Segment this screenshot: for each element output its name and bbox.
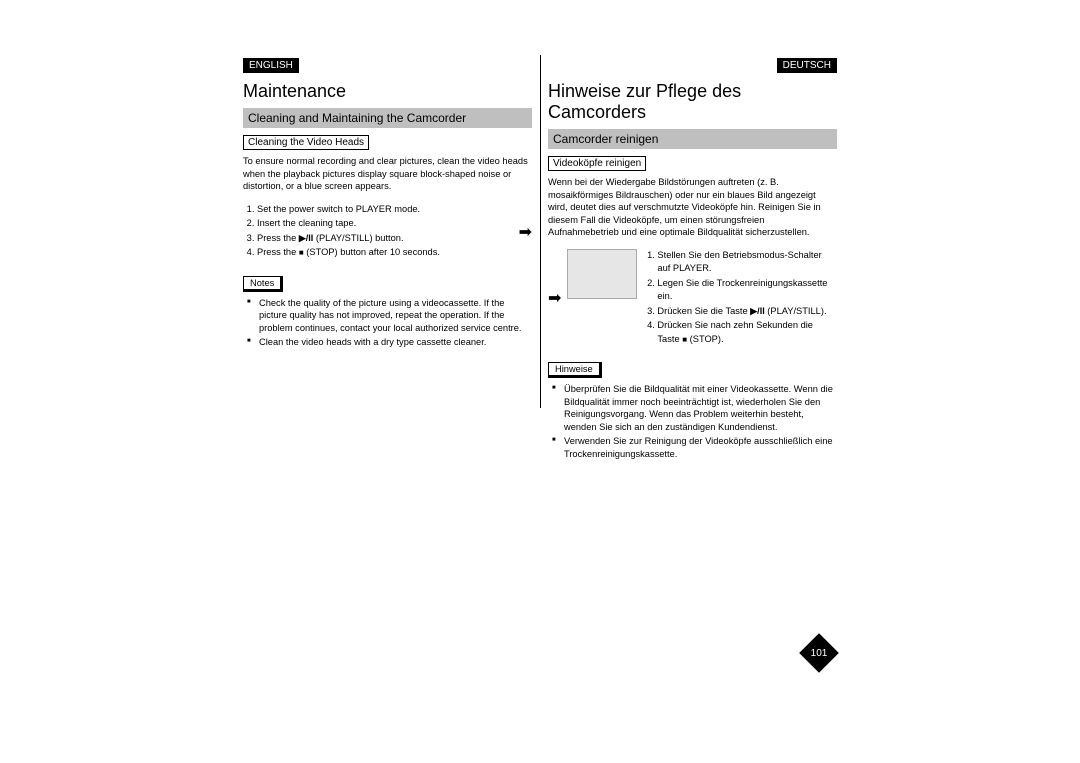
lang-row-right: DEUTSCH xyxy=(548,55,837,81)
step-row-right: ➡ Stellen Sie den Betriebsmodus-Schalter… xyxy=(548,249,837,347)
section-heading-right: Camcorder reinigen xyxy=(548,129,837,149)
step-4-right: Drücken Sie nach zehn Sekunden die Taste… xyxy=(657,319,837,346)
step-3-right: Drücken Sie die Taste ▶/II (PLAY/STILL). xyxy=(657,305,837,318)
page-spread: ENGLISH Maintenance Cleaning and Maintai… xyxy=(235,55,845,675)
note-2-left: Clean the video heads with a dry type ca… xyxy=(259,336,532,349)
play-still-icon: ▶/II xyxy=(299,233,313,243)
arrow-right-icon: ➡ xyxy=(548,288,561,308)
language-tag-deutsch: DEUTSCH xyxy=(777,58,837,73)
left-page: ENGLISH Maintenance Cleaning and Maintai… xyxy=(235,55,540,470)
page-title-right: Hinweise zur Pflege des Camcorders xyxy=(548,81,837,123)
note-2-right: Verwenden Sie zur Reinigung der Videoköp… xyxy=(564,435,837,460)
step4-pre: Press the xyxy=(257,247,299,257)
subsection-heading-right: Videoköpfe reinigen xyxy=(548,156,646,171)
center-divider xyxy=(540,55,541,408)
step-row-left: Set the power switch to PLAYER mode. Ins… xyxy=(243,203,532,261)
step-list-left: Set the power switch to PLAYER mode. Ins… xyxy=(243,203,513,261)
page-number-badge: 101 xyxy=(805,639,833,667)
page-title-left: Maintenance xyxy=(243,81,532,102)
intro-text-left: To ensure normal recording and clear pic… xyxy=(243,155,532,193)
step3-pre: Press the xyxy=(257,233,299,243)
step4-post: (STOP) button after 10 seconds. xyxy=(304,247,440,257)
right-page: DEUTSCH Hinweise zur Pflege des Camcorde… xyxy=(540,55,845,470)
step3-post: (PLAY/STILL) button. xyxy=(313,233,403,243)
step-2-right: Legen Sie die Trockenreinigungskassette … xyxy=(657,277,837,304)
step4r-post: (STOP). xyxy=(687,334,724,344)
step-1-left: Set the power switch to PLAYER mode. xyxy=(257,203,513,216)
notes-list-left: Check the quality of the picture using a… xyxy=(243,297,532,349)
step-4-left: Press the ■ (STOP) button after 10 secon… xyxy=(257,246,513,259)
step-list-right: Stellen Sie den Betriebsmodus-Schalter a… xyxy=(643,249,837,347)
step3r-pre: Drücken Sie die Taste xyxy=(657,306,750,316)
note-1-right: Überprüfen Sie die Bildqualität mit eine… xyxy=(564,383,837,433)
subsection-heading-left: Cleaning the Video Heads xyxy=(243,135,369,150)
page-number: 101 xyxy=(805,639,833,667)
section-heading-left: Cleaning and Maintaining the Camcorder xyxy=(243,108,532,128)
columns: ENGLISH Maintenance Cleaning and Maintai… xyxy=(235,55,845,470)
play-still-icon: ▶/II xyxy=(750,306,764,316)
step-1-right: Stellen Sie den Betriebsmodus-Schalter a… xyxy=(657,249,837,276)
arrow-right-icon: ➡ xyxy=(519,222,532,242)
lang-row: ENGLISH xyxy=(243,55,532,81)
step4r-pre: Drücken Sie nach zehn Sekunden die Taste xyxy=(657,320,813,343)
step3r-post: (PLAY/STILL). xyxy=(765,306,827,316)
screen-placeholder xyxy=(567,249,637,299)
notes-label-right: Hinweise xyxy=(548,362,602,378)
language-tag-english: ENGLISH xyxy=(243,58,299,73)
note-1-left: Check the quality of the picture using a… xyxy=(259,297,532,335)
step-2-left: Insert the cleaning tape. xyxy=(257,217,513,230)
notes-label-left: Notes xyxy=(243,276,283,292)
step-3-left: Press the ▶/II (PLAY/STILL) button. xyxy=(257,232,513,245)
intro-text-right: Wenn bei der Wiedergabe Bildstörungen au… xyxy=(548,176,837,239)
notes-list-right: Überprüfen Sie die Bildqualität mit eine… xyxy=(548,383,837,460)
